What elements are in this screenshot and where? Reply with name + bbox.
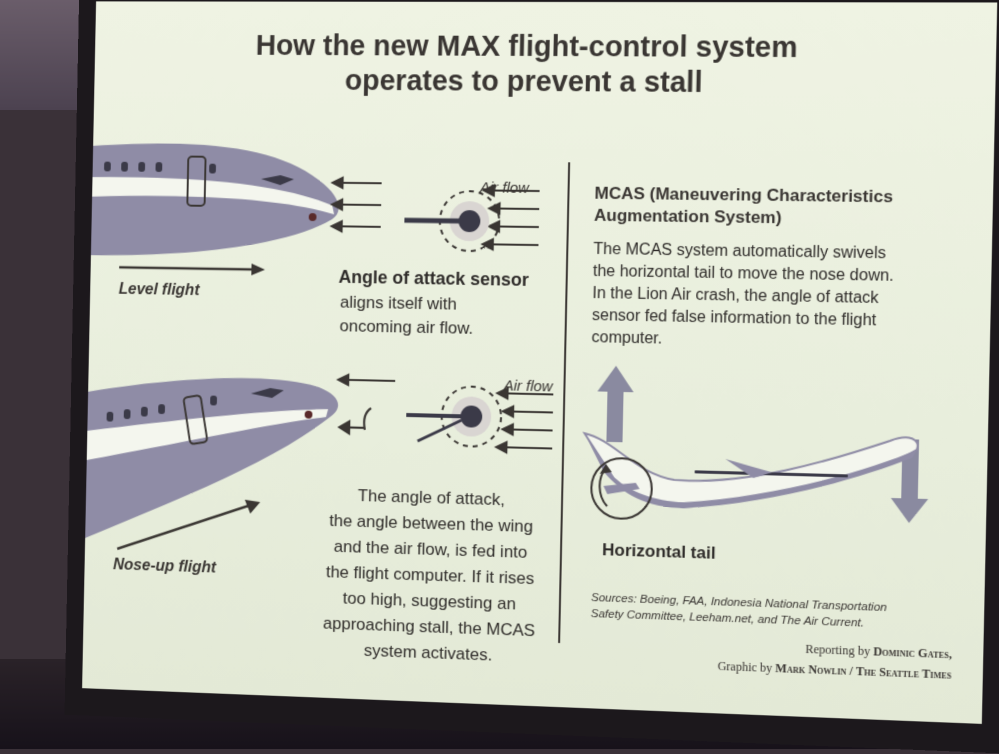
mcas-heading: MCAS (Maneuvering Characteristics Augmen… — [594, 183, 932, 232]
nose-up-flight-label: Nose-up flight — [113, 556, 216, 577]
mcas-description: The MCAS system automatically swivels th… — [591, 239, 961, 357]
horizontal-tail-label: Horizontal tail — [602, 540, 716, 564]
title-line-2: operates to prevent a stall — [132, 63, 929, 102]
nose-up-aoa-sensor-icon — [376, 371, 516, 464]
mcas-plane-illustration — [572, 359, 965, 572]
level-flight-direction-arrow — [119, 258, 273, 280]
graphic-prefix: Graphic by — [717, 659, 772, 675]
level-flight-label: Level flight — [119, 281, 200, 300]
reporting-name: Dominic Gates, — [873, 644, 952, 661]
graphic-name: Mark Nowlin / The Seattle Times — [775, 661, 951, 682]
title-line-1: How the new MAX flight-control system — [133, 29, 930, 67]
aoa-explanation-paragraph: The angle of attack, the angle between t… — [286, 481, 575, 671]
aoa-sensor-desc-line-2: oncoming air flow. — [339, 316, 473, 338]
mcas-heading-line-2: Augmentation System) — [594, 205, 931, 232]
sources-note: Sources: Boeing, FAA, Indonesia National… — [591, 590, 929, 634]
tail-up-arrow — [596, 365, 634, 442]
nose-up-air-flow-label: Air flow — [504, 377, 553, 395]
aoa-sensor-heading: Angle of attack sensor — [338, 267, 529, 291]
nose-up-direction-arrow — [113, 490, 268, 563]
aoa-sensor-desc-line-1: aligns itself with — [340, 293, 457, 315]
slide: How the new MAX flight-control system op… — [82, 1, 997, 724]
reporting-prefix: Reporting by — [805, 642, 870, 659]
level-air-flow-label: Air flow — [480, 179, 529, 197]
slide-title: How the new MAX flight-control system op… — [132, 29, 930, 103]
projection-screen: How the new MAX flight-control system op… — [65, 0, 999, 754]
